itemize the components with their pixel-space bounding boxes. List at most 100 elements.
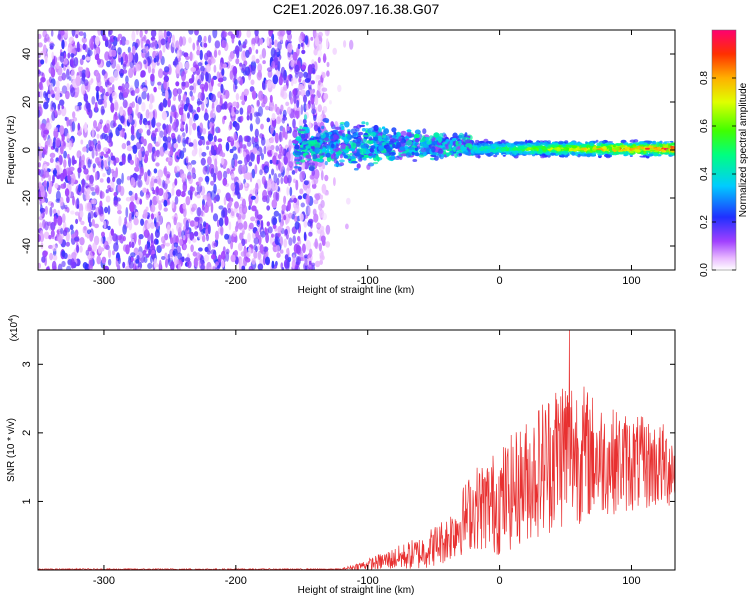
noise-cell (97, 99, 103, 105)
noise-cell (71, 155, 76, 166)
noise-cell (191, 203, 198, 211)
noise-cell (258, 235, 262, 246)
noise-cell (172, 95, 176, 102)
noise-cell (277, 31, 280, 37)
transition-cell (442, 147, 447, 150)
noise-cell (221, 39, 227, 49)
noise-cell (94, 54, 100, 61)
noise-cell (125, 207, 129, 218)
noise-cell (247, 246, 252, 255)
noise-cell (259, 169, 263, 176)
noise-cell (262, 60, 266, 65)
noise-cell (288, 256, 292, 263)
signal-cell (652, 152, 659, 157)
transition-cell (355, 127, 360, 132)
noise-cell (234, 122, 240, 131)
noise-cell (94, 223, 99, 229)
noise-cell (163, 199, 168, 207)
noise-cell (194, 30, 199, 36)
noise-cell (324, 174, 329, 182)
noise-cell (289, 186, 293, 197)
noise-cell (107, 225, 111, 231)
noise-cell (71, 252, 77, 260)
noise-cell (75, 34, 79, 39)
noise-cell (199, 138, 203, 146)
transition-cell (389, 151, 396, 156)
signal-cell (489, 151, 494, 156)
noise-cell (92, 242, 97, 252)
noise-cell (150, 30, 157, 38)
transition-cell (334, 126, 342, 130)
noise-cell (305, 103, 310, 111)
noise-cell (71, 63, 77, 68)
noise-cell (61, 105, 64, 110)
noise-cell (315, 194, 320, 201)
noise-cell (125, 244, 130, 255)
noise-cell (93, 120, 97, 129)
noise-cell (131, 30, 136, 42)
noise-cell (64, 188, 70, 197)
noise-cell (251, 258, 256, 265)
noise-cell (190, 160, 197, 165)
noise-cell (284, 229, 287, 237)
noise-cell (143, 119, 148, 126)
signal-cell (575, 152, 578, 157)
noise-cell (112, 176, 116, 183)
noise-cell (288, 161, 294, 168)
noise-cell (243, 88, 249, 97)
snr-series-line (38, 330, 675, 570)
noise-cell (46, 122, 52, 130)
noise-cell (127, 46, 131, 53)
snr-x-label: Height of straight line (km) (298, 585, 415, 596)
noise-cell (210, 249, 216, 255)
noise-cell (185, 228, 190, 239)
noise-cell (51, 51, 54, 60)
noise-cell (206, 196, 212, 207)
noise-cell (265, 139, 271, 148)
noise-cell (116, 235, 123, 241)
noise-cell (221, 68, 225, 76)
noise-cell (53, 127, 59, 132)
heatmap-cells (38, 30, 675, 270)
noise-cell (175, 64, 180, 74)
noise-cell (260, 123, 264, 130)
noise-cell (113, 191, 118, 197)
noise-cell (203, 221, 207, 228)
noise-cell (87, 244, 92, 252)
signal-cell (596, 142, 602, 147)
noise-cell (277, 233, 281, 238)
noise-cell (46, 265, 50, 270)
noise-cell (119, 185, 125, 197)
noise-cell (77, 122, 81, 131)
noise-cell (274, 39, 278, 48)
noise-cell (113, 70, 119, 81)
noise-cell (268, 30, 273, 37)
transition-cell (325, 152, 331, 158)
noise-cell (313, 213, 319, 223)
noise-cell (182, 137, 187, 148)
noise-cell (53, 215, 57, 227)
signal-cell (607, 141, 614, 143)
noise-cell (177, 252, 183, 260)
noise-cell (257, 69, 262, 78)
noise-cell (178, 93, 182, 102)
noise-cell (176, 222, 182, 233)
signal-cell (648, 153, 654, 157)
noise-cell (60, 30, 65, 36)
transition-cell (363, 157, 367, 161)
noise-cell (44, 205, 49, 215)
noise-cell (251, 107, 255, 114)
noise-cell (100, 134, 104, 140)
noise-cell (197, 34, 202, 43)
noise-cell (88, 38, 94, 49)
signal-cell (632, 145, 639, 148)
noise-cell (290, 60, 295, 68)
noise-cell (217, 143, 223, 152)
noise-cell (128, 220, 133, 231)
noise-cell (146, 129, 151, 136)
noise-cell (51, 244, 58, 252)
signal-cell (585, 141, 588, 144)
noise-cell (50, 30, 54, 37)
noise-cell (307, 262, 314, 270)
noise-cell (157, 85, 162, 90)
